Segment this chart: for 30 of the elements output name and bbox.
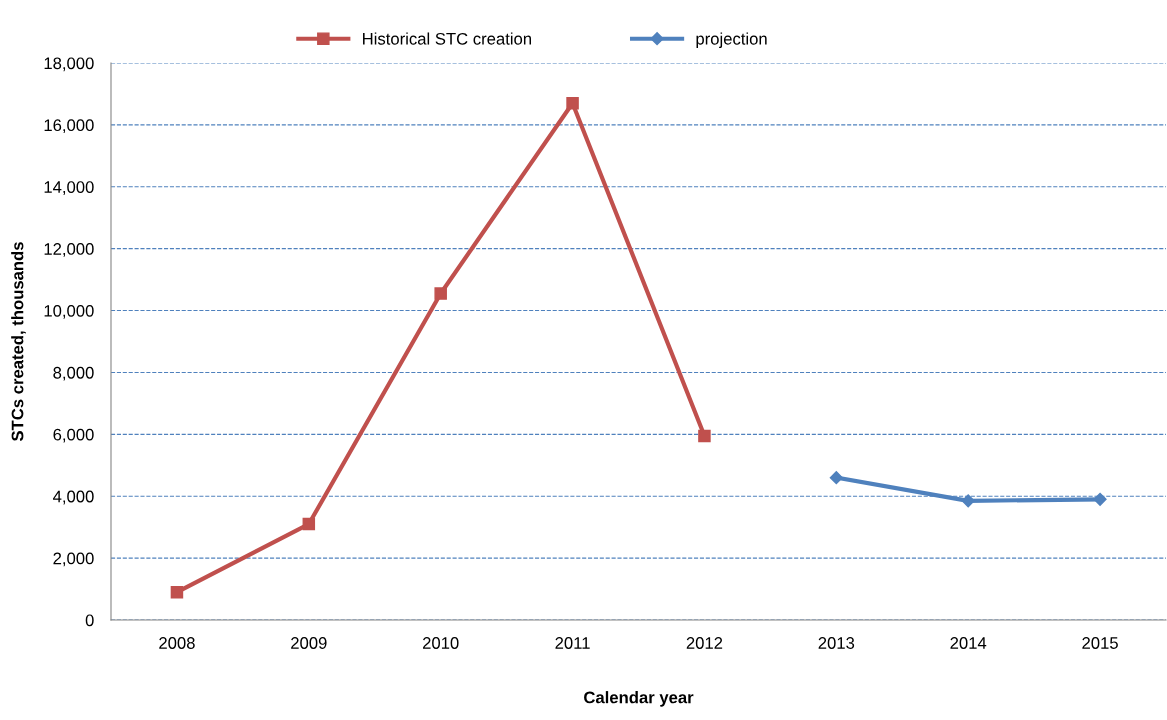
y-tick-label: 12,000 bbox=[44, 243, 94, 257]
legend-label: projection bbox=[696, 32, 767, 48]
y-tick-label: 4,000 bbox=[53, 490, 94, 505]
x-tick-label: 2008 bbox=[159, 637, 195, 649]
y-tick-label: 0 bbox=[85, 614, 94, 627]
x-tick-label: 2014 bbox=[950, 637, 987, 649]
y-tick-label: 10,000 bbox=[44, 304, 94, 319]
point bbox=[170, 585, 184, 599]
y-axis-title: STCs created, thousands bbox=[11, 242, 26, 442]
x-tick-label: 2015 bbox=[1082, 637, 1118, 649]
x-tick-label: 2010 bbox=[422, 637, 459, 649]
y-tick-label: 8,000 bbox=[53, 366, 94, 381]
x-tick-label: 2012 bbox=[686, 637, 723, 649]
y-tick-label: 14,000 bbox=[44, 181, 94, 195]
x-tick-label: 2011 bbox=[555, 637, 590, 649]
point bbox=[829, 471, 843, 485]
y-tick-label: 6,000 bbox=[53, 428, 94, 443]
point bbox=[961, 494, 975, 508]
y-tick-label: 2,000 bbox=[53, 552, 94, 567]
y-tick-label: 16,000 bbox=[44, 119, 94, 134]
legend-label: Historical STC creation bbox=[363, 32, 531, 45]
x-axis-title: Calendar year bbox=[584, 691, 694, 707]
point bbox=[566, 96, 579, 110]
x-tick-label: 2013 bbox=[818, 637, 855, 649]
point bbox=[698, 429, 711, 443]
point bbox=[302, 517, 316, 531]
y-tick-label: 18,000 bbox=[44, 57, 94, 72]
x-tick-label: 2009 bbox=[291, 637, 327, 649]
point bbox=[434, 287, 447, 300]
point bbox=[1093, 492, 1107, 506]
